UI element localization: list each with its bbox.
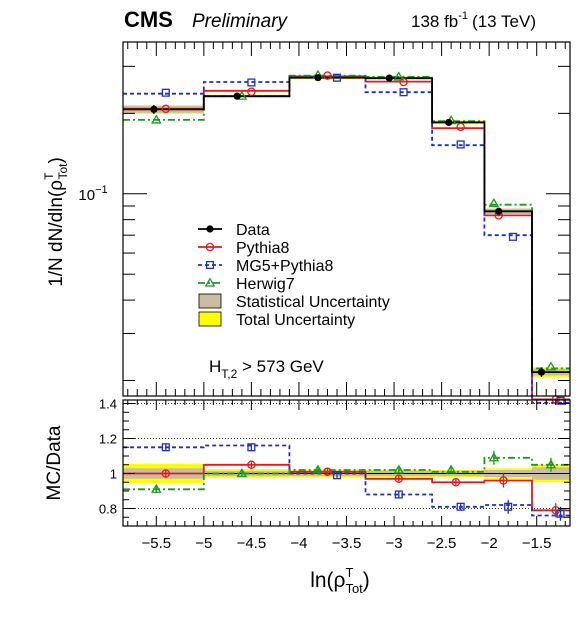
x-tick-label: −4.5 — [237, 535, 267, 552]
main-mg5-marker — [556, 396, 565, 405]
ratio-mg5-marker — [456, 502, 465, 511]
ratio-pythia-marker — [394, 474, 404, 483]
x-tick-label: −3.5 — [332, 535, 362, 552]
main-herwig-line — [123, 74, 570, 370]
ratio-y-tick-label: 1 — [110, 467, 117, 482]
ratio-mg5-line — [123, 444, 570, 517]
legend-label-data: Data — [236, 222, 270, 239]
legend-label-herwig: Herwig7 — [236, 276, 295, 293]
ratio-y-tick-label: 1.2 — [99, 432, 117, 447]
main-data-point — [150, 105, 158, 113]
legend-marker-data — [206, 225, 214, 233]
x-tick-label: −1.5 — [522, 535, 552, 552]
main-mg5-marker — [508, 232, 517, 241]
ratio-pythia-marker — [161, 469, 171, 478]
ratio-mg5-marker — [332, 471, 342, 480]
main-data-point — [537, 368, 546, 376]
main-data-point — [445, 118, 453, 127]
ratio-y-axis-label: MC/Data — [44, 425, 65, 500]
main-data-point — [314, 74, 322, 82]
ratio-pythia-marker — [499, 476, 508, 485]
ratio-herwig-marker — [445, 464, 457, 474]
legend-label-total: Total Uncertainty — [236, 312, 355, 329]
main-data-point — [385, 74, 393, 82]
main-panel: 10−1 — [78, 41, 571, 405]
legend-marker-mg5 — [205, 260, 215, 270]
ratio-pythia-marker — [323, 467, 332, 476]
ratio-y-tick-label: 0.8 — [99, 502, 117, 517]
main-pythia-marker — [323, 71, 332, 80]
x-tick-label: −4 — [290, 535, 307, 552]
main-mg5-line — [123, 76, 570, 404]
energy-label: (13 TeV) — [472, 12, 536, 31]
lumi-value: 138 fb — [411, 12, 458, 31]
ratio-frame — [122, 399, 571, 527]
cut-annotation: HT,2 > 573 GeV — [209, 357, 324, 381]
main-data-point — [233, 92, 241, 100]
ratio-mg5-marker — [161, 443, 170, 452]
status-label: Preliminary — [192, 11, 289, 32]
ratio-mg5-marker — [556, 509, 565, 518]
ratio-pythia-marker — [247, 460, 256, 469]
main-y-axis-label: 1/N dN/dln(ρTTot) — [42, 157, 70, 287]
main-mg5-marker — [456, 140, 465, 149]
x-axis-label: ln(ρT Tot) — [310, 565, 370, 596]
ratio-mg5-marker — [504, 502, 513, 511]
legend-marker-pythia — [205, 242, 215, 252]
legend-label-mg5: MG5+Pythia8 — [236, 258, 333, 275]
ratio-y-tick-label: 1.4 — [99, 397, 117, 412]
ratio-pythia-marker — [451, 477, 461, 487]
lumi-label: 138 fb-1 (13 TeV) — [411, 10, 536, 31]
legend-swatch-total — [198, 311, 222, 327]
main-mg5-marker — [332, 73, 342, 82]
ratio-herwig-line — [123, 456, 570, 491]
main-y-tick-label: 10−1 — [78, 184, 107, 204]
lumi-exponent: -1 — [458, 10, 468, 22]
ratio-herwig-marker — [236, 468, 248, 478]
main-herwig-marker — [150, 114, 162, 124]
x-tick-label: −3 — [385, 535, 402, 552]
x-tick-label: −5.5 — [141, 535, 171, 552]
main-herwig-marker — [393, 71, 405, 81]
cut-base: H — [209, 357, 221, 376]
legend: DataPythia8MG5+Pythia8Herwig7Statistical… — [198, 222, 390, 329]
main-pythia-marker — [399, 77, 408, 87]
main-mg5-marker — [399, 88, 408, 97]
main-data-line — [123, 76, 570, 373]
main-pythia-line — [123, 75, 570, 401]
legend-marker-herwig — [204, 277, 216, 287]
legend-label-stat: Statistical Uncertainty — [236, 294, 390, 311]
ratio-herwig-marker — [488, 452, 500, 462]
ratio-herwig-marker — [545, 459, 557, 469]
main-pythia-marker — [247, 87, 256, 96]
main-mg5-marker — [161, 88, 170, 97]
main-herwig-marker — [545, 361, 557, 371]
cut-rest: > 573 GeV — [237, 357, 324, 376]
cut-sub: T,2 — [221, 367, 237, 381]
x-tick-label: −2.5 — [427, 535, 457, 552]
ratio-mg5-marker — [247, 443, 256, 452]
main-frame — [122, 41, 571, 397]
main-herwig-marker — [488, 197, 500, 208]
x-tick-label: −5 — [195, 535, 212, 552]
ratio-herwig-marker — [312, 464, 324, 474]
ratio-panel: 0.8 1 1.2 1.4 −5.5 −5 −4.5 −4 −3.5 −3 −2.5 −2 −1.5 — [99, 397, 571, 552]
legend-swatch-stat — [198, 293, 222, 309]
ratio-herwig-marker — [150, 483, 162, 493]
main-mg5-marker — [247, 78, 256, 87]
main-pythia-marker — [456, 122, 465, 132]
ratio-herwig-marker — [393, 464, 405, 474]
experiment-label: CMS — [124, 7, 173, 32]
main-data-point — [495, 207, 503, 215]
main-pythia-marker — [161, 104, 171, 114]
ratio-mg5-marker — [394, 490, 403, 499]
legend-label-pythia: Pythia8 — [236, 240, 289, 257]
x-tick-label: −2 — [481, 535, 498, 552]
